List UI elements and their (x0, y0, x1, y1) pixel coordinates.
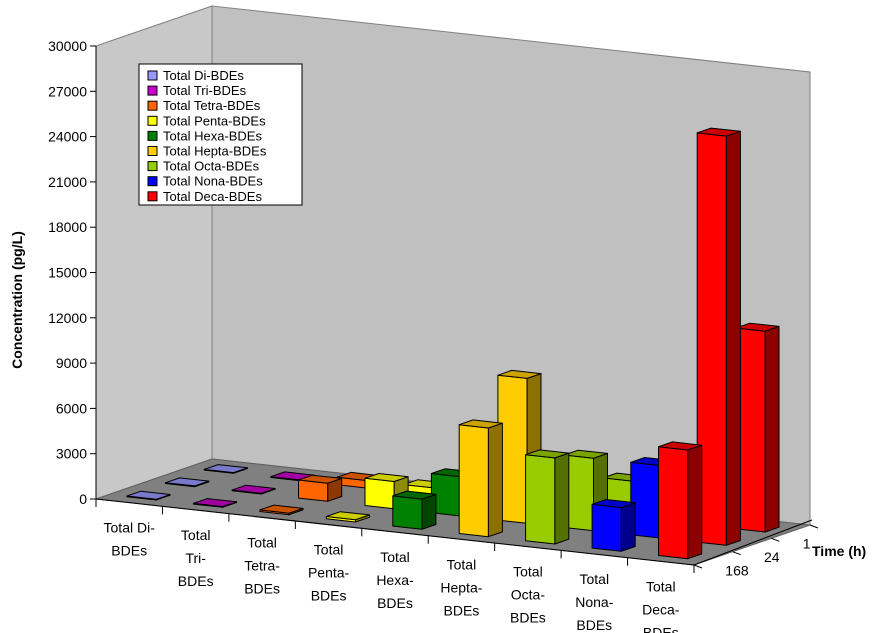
bar-total-tri-bdes-24h (231, 484, 276, 495)
z-axis-title: Time (h) (812, 543, 866, 559)
bar-total-di-bdes-1h (203, 464, 248, 474)
x-category-label: Total Penta-BDEs (308, 542, 350, 604)
legend-entry: Total Octa-BDEs (163, 159, 260, 174)
x-category-label: Total Tetra-BDEs (244, 534, 280, 596)
x-category-label: Total Tri-BDEs (178, 527, 214, 589)
legend-entry: Total Di-BDEs (163, 68, 244, 83)
x-category-label: Total Hepta-BDEs (440, 556, 482, 618)
z-axis: 168 24 1 (693, 519, 819, 578)
z-tick-mark (732, 551, 741, 556)
x-category-label: Total Hexa-BDEs (376, 549, 414, 611)
y-tick-label: 0 (79, 491, 87, 507)
bar-total-hepta-bdes-168h (458, 419, 503, 538)
z-tick-label: 168 (725, 562, 749, 578)
z-tick-mark (809, 524, 819, 529)
legend-entry: Total Penta-BDEs (163, 113, 266, 128)
y-tick-label: 3000 (56, 446, 87, 462)
z-tick-label: 24 (764, 549, 780, 565)
y-axis: 0 3000 6000 9000 12000 15000 18000 21000 24000 27… (48, 38, 97, 507)
x-category-label: Total Octa-BDEs (510, 564, 546, 626)
x-category-label: Total Nona-BDEs (575, 571, 613, 633)
legend-swatch (147, 85, 158, 96)
y-axis-title: Concentration (pg/L) (9, 231, 25, 369)
legend-swatch (147, 115, 158, 126)
legend-swatch (147, 176, 158, 187)
x-axis: Total Di-BDEs Total Tri-BDEs Total Tetra-BDE… (95, 498, 695, 633)
y-tick-label: 6000 (56, 400, 87, 416)
legend-swatch (147, 130, 158, 141)
legend-swatch (147, 191, 158, 202)
bar-total-nona-bdes-168h (591, 499, 636, 552)
bar-total-tetra-bdes-168h (259, 504, 304, 516)
legend-swatch (147, 70, 158, 81)
bar-total-deca-bdes-168h (658, 441, 703, 560)
z-tick-mark (693, 564, 703, 569)
legend-entry: Total Hexa-BDEs (163, 128, 262, 143)
legend-entry: Total Tri-BDEs (163, 83, 247, 98)
y-tick-label: 15000 (48, 265, 87, 281)
y-tick-label: 30000 (48, 38, 87, 54)
bar-total-penta-bdes-168h (325, 511, 370, 523)
legend-box (138, 63, 303, 206)
legend-swatch (147, 100, 158, 111)
z-tick-label: 1 (803, 536, 811, 552)
x-axis-line (95, 498, 695, 566)
bar-total-deca-bdes-24h (696, 127, 741, 546)
legend-entry: Total Tetra-BDEs (163, 98, 261, 113)
legend-swatch (147, 146, 158, 156)
bar-total-octa-bdes-168h (525, 449, 570, 545)
bar-total-tri-bdes-168h (192, 498, 238, 508)
y-tick-label: 9000 (56, 355, 87, 371)
y-tick-label: 24000 (48, 129, 87, 145)
bar-total-di-bdes-24h (165, 477, 210, 488)
y-tick-label: 18000 (48, 219, 87, 235)
bar-total-hexa-bdes-168h (392, 490, 437, 530)
legend-entry: Total Deca-BDEs (163, 189, 262, 204)
y-tick-label: 21000 (48, 174, 87, 190)
y-tick-label: 27000 (48, 83, 87, 99)
y-tick-label: 12000 (48, 310, 87, 326)
x-category-label: Total Deca-BDEs (642, 578, 680, 633)
legend-entry: Total Hepta-BDEs (163, 144, 267, 159)
legend-entry: Total Nona-BDEs (163, 174, 263, 189)
bar-total-tetra-bdes-24h (298, 474, 343, 502)
z-tick-mark (771, 537, 780, 542)
bar-total-di-bdes-168h (126, 490, 171, 501)
x-category-label: Total Di-BDEs (104, 520, 156, 559)
z-axis-line (693, 519, 813, 566)
legend-swatch (147, 161, 158, 172)
bar-total-deca-bdes-1h (735, 322, 780, 533)
bars (126, 127, 780, 560)
